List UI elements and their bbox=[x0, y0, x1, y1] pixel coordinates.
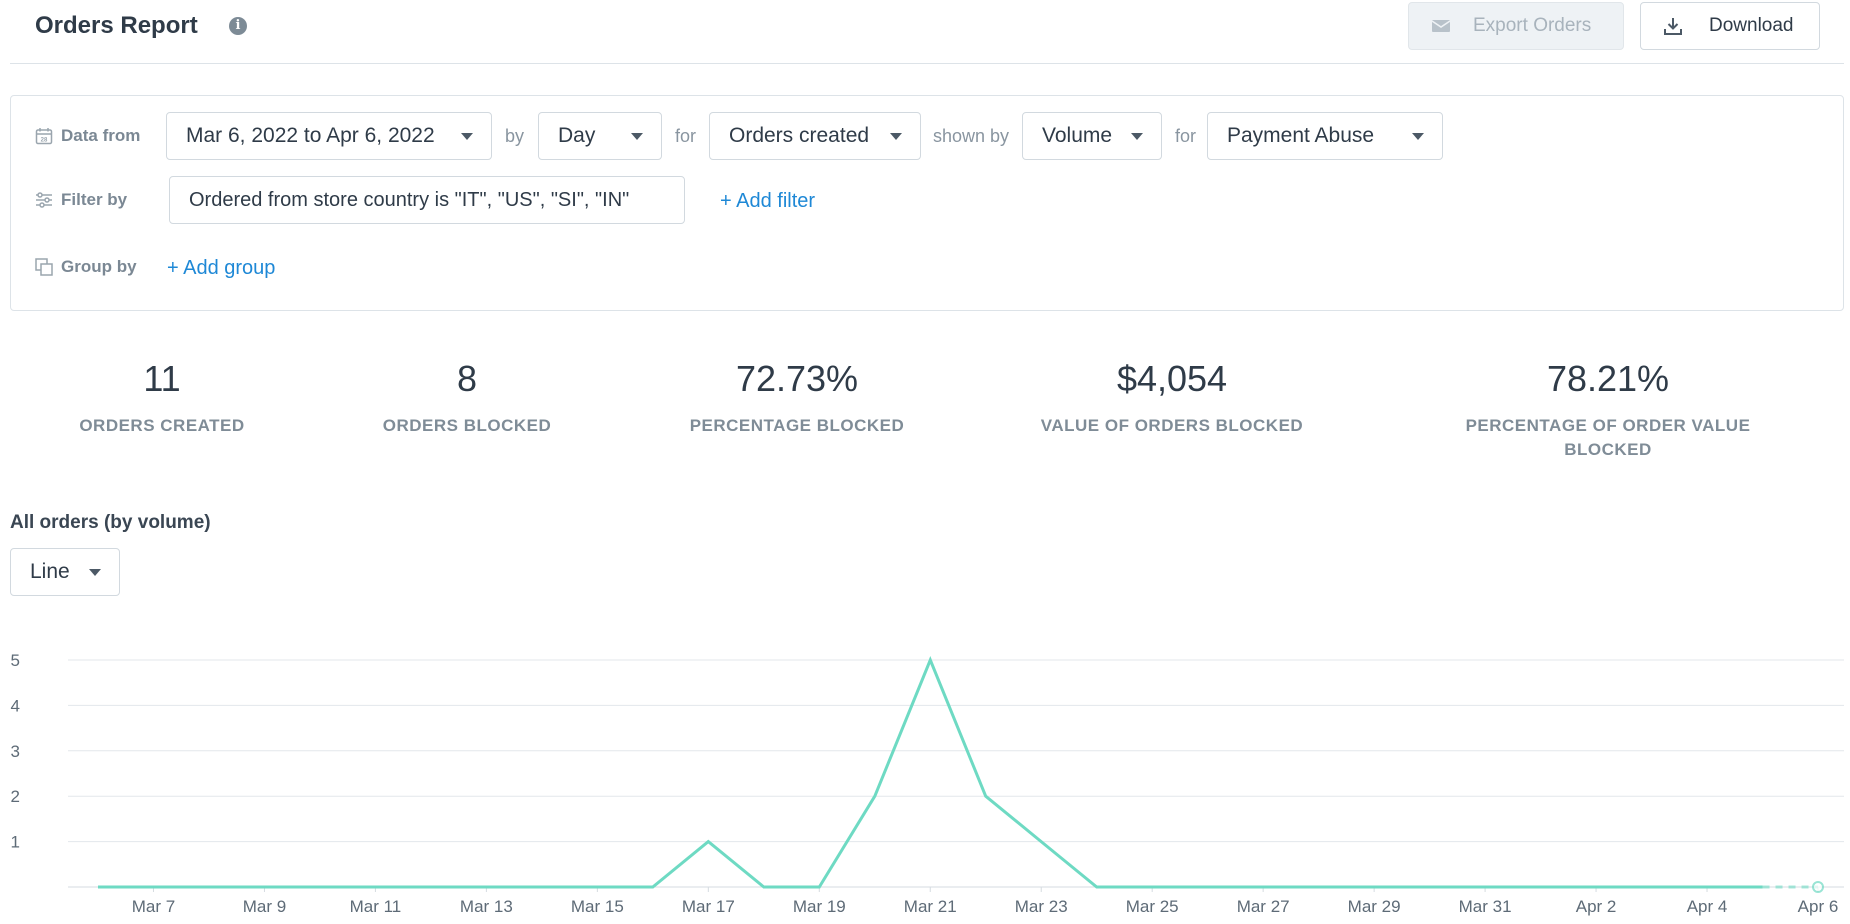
stat-orders-created: 11 ORDERS CREATED bbox=[62, 358, 262, 438]
y-tick-label: 3 bbox=[11, 742, 20, 761]
y-tick-label: 5 bbox=[11, 651, 20, 670]
shown-by-connector: shown by bbox=[933, 126, 1010, 146]
stat-label: ORDERS CREATED bbox=[79, 416, 245, 435]
report-filter-panel: 28 Data from Mar 6, 2022 to Apr 6, 2022 … bbox=[10, 95, 1844, 311]
stat-label: VALUE OF ORDERS BLOCKED bbox=[1040, 416, 1304, 435]
x-tick-label: Mar 23 bbox=[1015, 897, 1068, 916]
chevron-down-icon bbox=[1131, 133, 1143, 140]
export-orders-label: Export Orders bbox=[1473, 15, 1592, 36]
category-select[interactable]: Payment Abuse bbox=[1207, 112, 1443, 160]
x-tick-label: Mar 27 bbox=[1237, 897, 1290, 916]
group-icon bbox=[35, 258, 53, 276]
add-group-link[interactable]: + Add group bbox=[167, 257, 276, 279]
x-tick-label: Mar 15 bbox=[571, 897, 624, 916]
y-tick-label: 1 bbox=[11, 833, 20, 852]
for-connector: for bbox=[675, 126, 697, 146]
orders-line-chart: 1 2 3 4 5 Mar 7 Mar 9 Mar 11 Mar 13 Mar 15 Mar 17 M… bbox=[11, 651, 1844, 916]
svg-text:28: 28 bbox=[41, 138, 48, 144]
stat-value: 8 bbox=[456, 358, 478, 399]
stat-percentage-blocked: 72.73% PERCENTAGE BLOCKED bbox=[672, 358, 922, 438]
x-tick-label: Mar 21 bbox=[904, 897, 957, 916]
chevron-down-icon bbox=[461, 133, 473, 140]
page-title: Orders Report bbox=[35, 12, 198, 39]
chart-title: All orders (by volume) bbox=[10, 512, 211, 533]
envelope-icon bbox=[1431, 18, 1451, 34]
stat-value: 78.21% bbox=[1546, 358, 1670, 399]
calendar-icon: 28 bbox=[35, 127, 53, 145]
stat-value: 11 bbox=[143, 358, 181, 399]
x-tick-label: Mar 13 bbox=[460, 897, 513, 916]
chevron-down-icon bbox=[89, 569, 101, 576]
stat-label: PERCENTAGE BLOCKED bbox=[689, 416, 905, 435]
stat-label: ORDERS BLOCKED bbox=[382, 416, 552, 435]
y-tick-label: 2 bbox=[11, 787, 20, 806]
add-filter-link[interactable]: + Add filter bbox=[720, 190, 816, 212]
filter-by-label: Filter by bbox=[35, 190, 127, 210]
metric-select[interactable]: Orders created bbox=[709, 112, 921, 160]
chevron-down-icon bbox=[890, 133, 902, 140]
stat-value: $4,054 bbox=[1116, 358, 1228, 399]
x-tick-label: Mar 7 bbox=[132, 897, 175, 916]
x-tick-label: Apr 2 bbox=[1576, 897, 1617, 916]
y-tick-label: 4 bbox=[11, 696, 20, 715]
x-tick-label: Mar 29 bbox=[1348, 897, 1401, 916]
series-line bbox=[98, 656, 1763, 889]
series-point-last bbox=[1812, 881, 1824, 893]
x-tick-label: Mar 31 bbox=[1459, 897, 1512, 916]
filter-chip[interactable]: Ordered from store country is "IT", "US"… bbox=[169, 176, 685, 224]
chart-type-select[interactable]: Line bbox=[10, 548, 120, 596]
stat-value-orders-blocked: $4,054 VALUE OF ORDERS BLOCKED bbox=[1022, 358, 1322, 438]
stat-label: PERCENTAGE OF ORDER VALUE BLOCKED bbox=[1465, 416, 1751, 459]
by-connector: by bbox=[505, 126, 525, 146]
x-tick-label: Mar 25 bbox=[1126, 897, 1179, 916]
download-label: Download bbox=[1709, 15, 1794, 36]
sliders-icon bbox=[35, 191, 53, 209]
granularity-select[interactable]: Day bbox=[538, 112, 662, 160]
chevron-down-icon bbox=[1412, 133, 1424, 140]
page-header: Orders Report i Export Orders Download bbox=[10, 0, 1844, 64]
info-icon[interactable]: i bbox=[229, 17, 247, 35]
export-orders-button[interactable]: Export Orders bbox=[1408, 2, 1624, 50]
stat-percentage-order-value-blocked: 78.21% PERCENTAGE OF ORDER VALUE BLOCKED bbox=[1452, 358, 1764, 462]
x-tick-label: Apr 4 bbox=[1687, 897, 1728, 916]
chevron-down-icon bbox=[631, 133, 643, 140]
stat-value: 72.73% bbox=[735, 358, 859, 399]
stat-orders-blocked: 8 ORDERS BLOCKED bbox=[367, 358, 567, 438]
x-tick-label: Apr 6 bbox=[1798, 897, 1839, 916]
x-tick-label: Mar 19 bbox=[793, 897, 846, 916]
download-button[interactable]: Download bbox=[1640, 2, 1820, 50]
group-by-label: Group by bbox=[35, 257, 137, 277]
x-tick-label: Mar 11 bbox=[350, 897, 402, 916]
x-tick-label: Mar 17 bbox=[682, 897, 735, 916]
measure-select[interactable]: Volume bbox=[1022, 112, 1162, 160]
download-icon bbox=[1663, 16, 1683, 36]
x-tick-label: Mar 9 bbox=[243, 897, 286, 916]
data-from-label: 28 Data from bbox=[35, 126, 140, 146]
for-connector-2: for bbox=[1175, 126, 1197, 146]
date-range-select[interactable]: Mar 6, 2022 to Apr 6, 2022 bbox=[166, 112, 492, 160]
